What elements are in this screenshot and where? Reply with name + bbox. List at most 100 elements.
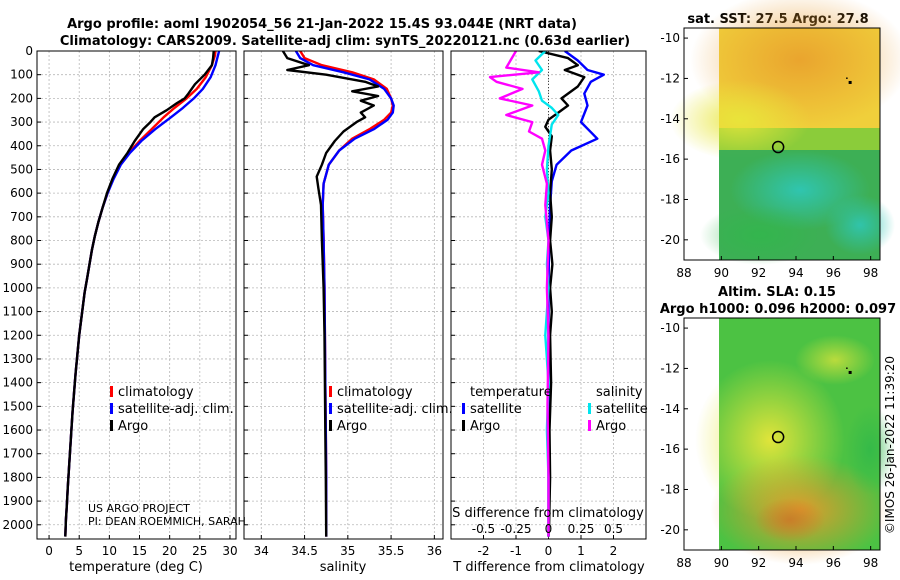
x-tick-label-top: -0.5 <box>472 522 495 536</box>
x-tick-label: 34.5 <box>291 544 318 558</box>
credit-pi: PI: DEAN ROEMMICH, SARAH <box>88 515 246 528</box>
depth-tick-label: 900 <box>10 257 33 271</box>
sst-field <box>670 0 900 265</box>
depth-tick-label: 0 <box>25 44 33 58</box>
profile-location-marker <box>771 140 785 154</box>
sla-map-subtitle: Argo h1000: 0.096 h2000: 0.097 <box>660 302 896 317</box>
map-y-tick-label: -14 <box>660 112 680 126</box>
map-x-tick-label: 98 <box>863 556 878 570</box>
x-tick-label: 2 <box>610 544 618 558</box>
depth-tick-label: 1600 <box>2 423 33 437</box>
map-x-tick-label: 94 <box>788 556 803 570</box>
legend-label-argo: Argo <box>118 419 148 434</box>
legend-label-climatology: climatology <box>337 385 413 400</box>
depth-tick-label: 1200 <box>2 328 33 342</box>
map-y-tick-label: -20 <box>660 523 680 537</box>
sla-map-title: Altim. SLA: 0.15 <box>718 285 836 300</box>
temperature-axes-frame <box>36 50 237 540</box>
map-x-tick-label: 90 <box>714 556 729 570</box>
sla-field <box>695 318 895 565</box>
salinity-legend: climatology satellite-adj. clim. Argo <box>329 385 453 434</box>
x-tick-label: 35.5 <box>378 544 405 558</box>
x-tick-label: 5 <box>75 544 83 558</box>
depth-tick-label: 1700 <box>2 447 33 461</box>
salinity-panel: 34 34.5 35 35.5 36 salinity climatology sate… <box>243 50 453 575</box>
x-tick-label: 35 <box>340 544 355 558</box>
sla-map-frame <box>683 317 881 551</box>
legend-swatch-argo <box>110 420 113 431</box>
map-y-tick-label: -16 <box>660 152 680 166</box>
x-tick-label: -2 <box>478 544 490 558</box>
map-y-tick-label: -14 <box>660 402 680 416</box>
legend-label-climatology: climatology <box>118 385 194 400</box>
sla-green-patch <box>845 405 895 495</box>
legend-swatch-climatology <box>110 386 113 397</box>
map-y-tick-label: -18 <box>660 192 680 206</box>
temperature-xlabel: temperature (deg C) <box>69 560 203 575</box>
series-line-climatology <box>299 51 394 537</box>
series-line-salinity-argo <box>488 51 550 537</box>
legend-swatch-argo <box>329 420 332 431</box>
float-marker-dot <box>846 367 848 369</box>
title-line1: Argo profile: aoml 1902054_56 21-Jan-202… <box>67 17 577 32</box>
depth-tick-label: 200 <box>10 91 33 105</box>
temperature-panel: 0 5 10 15 20 25 30 temperature (deg C) climato… <box>36 50 246 575</box>
legend-swatch-t-argo <box>462 420 465 431</box>
sst-cool-patch <box>825 195 895 255</box>
x-tick-label: 30 <box>222 544 237 558</box>
depth-tick-label: 1900 <box>2 494 33 508</box>
difference-legend: temperature salinity satellite Argo sate… <box>462 385 648 434</box>
depth-tick-label: 2000 <box>2 518 33 532</box>
x-tick-label: 20 <box>162 544 177 558</box>
footer-credit: ©IMOS 26-Jan-2022 11:39:20 <box>883 356 897 534</box>
depth-tick-label: 1500 <box>2 399 33 413</box>
map-y-tick-label: -10 <box>660 31 680 45</box>
depth-tick-label: 100 <box>10 68 33 82</box>
x-tick-label: 15 <box>132 544 147 558</box>
depth-tick-label: 500 <box>10 162 33 176</box>
difference-axes-frame <box>450 50 647 540</box>
series-line-argo <box>281 51 380 537</box>
depth-tick-label: 1400 <box>2 376 33 390</box>
map-y-tick-label: -10 <box>660 321 680 335</box>
map-x-tick-label: 92 <box>751 266 766 280</box>
difference-panel: -2 -1 0 1 2 S difference from climatology -0… <box>450 50 648 575</box>
legend-label-argo: Argo <box>337 419 367 434</box>
depth-axis: 0 100 200 300 400 500 600 700 800 900 1000 1100 1200… <box>2 44 33 532</box>
sst-yellow-patch <box>670 80 810 160</box>
depth-tick-label: 700 <box>10 210 33 224</box>
legend-swatch-climatology <box>329 386 332 397</box>
sla-brown-core <box>755 498 825 542</box>
float-marker-dot <box>846 77 848 79</box>
x-tick-label: -1 <box>510 544 522 558</box>
map-x-tick-label: 92 <box>751 556 766 570</box>
depth-tick-label: 1100 <box>2 305 33 319</box>
x-tick-label: 34 <box>254 544 269 558</box>
depth-tick-label: 1000 <box>2 281 33 295</box>
series-line-argo <box>64 51 215 537</box>
difference-xlabel: T difference from climatology <box>452 560 645 575</box>
series-line-satellite-adj-clim- <box>64 51 221 537</box>
map-x-tick-label: 88 <box>676 266 691 280</box>
legend-swatch-satellite <box>110 403 113 414</box>
legend-label-satellite: satellite-adj. clim. <box>337 402 453 417</box>
legend-swatch-t-satellite <box>462 403 465 414</box>
sst-green-patch <box>700 205 820 265</box>
depth-tick-label: 300 <box>10 115 33 129</box>
series-line-temperature-satellite <box>547 51 605 537</box>
map-x-tick-label: 96 <box>826 556 841 570</box>
map-x-tick-label: 90 <box>714 266 729 280</box>
legend-swatch-s-argo <box>588 420 591 431</box>
legend-label-s-argo: Argo <box>596 419 626 434</box>
x-tick-label-top: 0 <box>545 522 553 536</box>
float-marker <box>848 370 852 374</box>
credit-project: US ARGO PROJECT <box>88 502 190 515</box>
x-tick-label: 0 <box>45 544 53 558</box>
map-x-tick-label: 94 <box>788 266 803 280</box>
series-line-salinity-satellite <box>531 51 560 537</box>
map-x-tick-label: 96 <box>826 266 841 280</box>
sst-map-frame <box>683 27 881 261</box>
sst-map-panel: sat. SST: 27.5 Argo: 27.8 889092949698-1… <box>660 0 900 280</box>
x-tick-label-top: 0.5 <box>604 522 623 536</box>
depth-tick-label: 400 <box>10 139 33 153</box>
